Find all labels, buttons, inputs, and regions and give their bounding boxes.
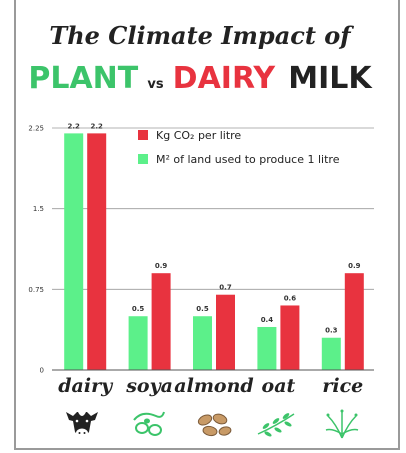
bar-co2-dairy (87, 133, 107, 370)
bar-co2-rice (344, 273, 364, 370)
title-dairy: DAIRY (173, 61, 277, 96)
y-tick-label: 1.5 (33, 205, 44, 213)
title-vs: vs (147, 77, 163, 92)
bar-co2-oat (280, 305, 300, 370)
bar-land-soya (128, 316, 148, 370)
value-label-co2-dairy: 2.2 (90, 122, 103, 130)
y-tick-label: 0.75 (28, 286, 44, 294)
value-label-co2-rice: 0.9 (348, 262, 361, 270)
category-label-soya: soya (125, 375, 173, 397)
icons (66, 409, 359, 439)
value-label-land-dairy: 2.2 (67, 122, 80, 130)
category-label-almond: almond (174, 375, 253, 397)
category-label-dairy: dairy (58, 375, 114, 397)
value-label-land-almond: 0.5 (196, 305, 209, 313)
bar-land-rice (321, 337, 341, 370)
legend-label-co2: Kg CO₂ per litre (156, 129, 241, 142)
value-labels: 2.2 2.2 0.5 0.9 0.5 0.7 0.4 0.6 0.3 0.9 (67, 122, 360, 334)
legend-swatch-co2 (138, 130, 148, 140)
bar-land-dairy (64, 133, 84, 370)
bar-co2-almond (216, 294, 235, 370)
title-line-1: The Climate Impact of (49, 21, 354, 50)
rice-icon (325, 409, 359, 439)
legend-swatch-land (138, 154, 148, 164)
value-label-co2-soya: 0.9 (155, 262, 168, 270)
soybean-icon (133, 411, 165, 436)
y-tick-label: 0 (40, 367, 44, 375)
title-plant: PLANT (28, 61, 138, 96)
title-milk: MILK (288, 61, 373, 96)
bars (64, 133, 364, 370)
value-label-co2-almond: 0.7 (219, 284, 232, 292)
cow-icon (66, 412, 98, 438)
oat-icon (257, 413, 295, 437)
category-label-rice: rice (322, 375, 363, 397)
bar-co2-soya (151, 273, 171, 370)
bar-land-almond (193, 316, 212, 370)
value-label-co2-oat: 0.6 (284, 294, 297, 302)
y-tick-labels: 0 0.75 1.5 2.25 (28, 125, 44, 375)
bar-land-oat (257, 326, 277, 370)
category-label-oat: oat (262, 375, 296, 397)
almond-icon (197, 413, 232, 437)
legend-label-land: M² of land used to produce 1 litre (156, 153, 340, 166)
value-label-land-rice: 0.3 (325, 327, 338, 335)
value-label-land-oat: 0.4 (261, 316, 274, 324)
title-line-2: PLANT vs DAIRY MILK (28, 61, 373, 96)
category-labels: dairy soya almond oat rice (58, 375, 363, 397)
value-label-land-soya: 0.5 (132, 305, 145, 313)
legend: Kg CO₂ per litre M² of land used to prod… (138, 129, 340, 166)
y-tick-label: 2.25 (28, 125, 44, 133)
